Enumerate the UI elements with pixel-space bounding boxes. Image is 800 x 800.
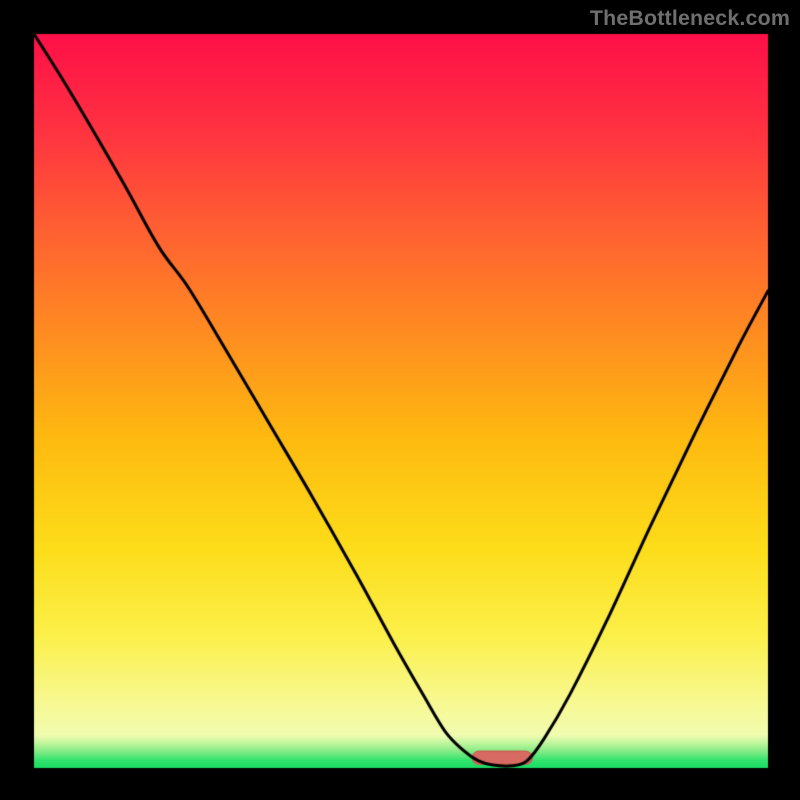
watermark-label: TheBottleneck.com: [590, 6, 790, 31]
chart-stage: TheBottleneck.com: [0, 0, 800, 800]
bottleneck-gradient-chart: [0, 0, 800, 800]
